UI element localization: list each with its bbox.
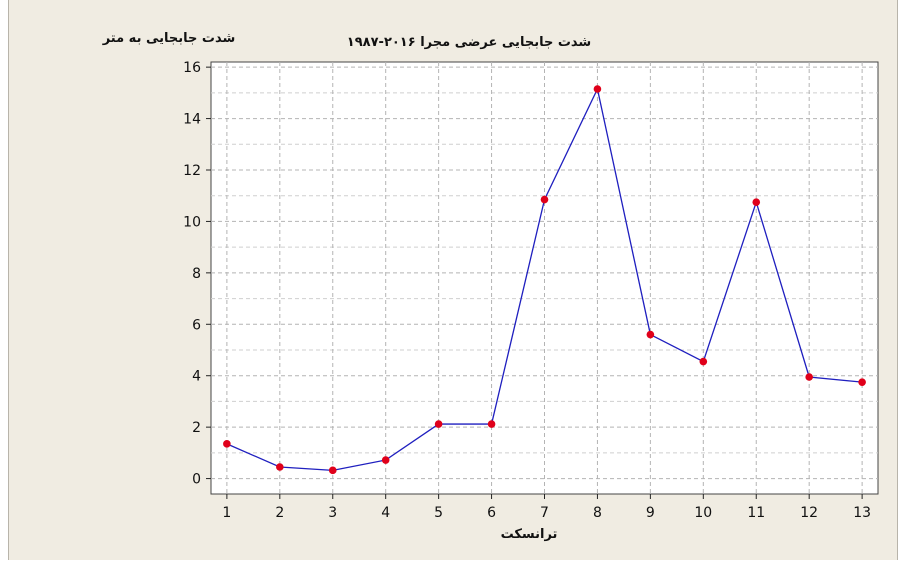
x-tick-label: 6 <box>487 505 496 521</box>
y-tick-label: 4 <box>192 369 201 385</box>
line-chart: شدت جابجایی عرضی مجرا ۲۰۱۶-۱۹۸۷ شدت جابج… <box>102 31 879 542</box>
data-point <box>752 198 761 206</box>
data-point <box>223 440 231 448</box>
x-tick-label: 9 <box>646 505 655 521</box>
chart-title: شدت جابجایی عرضی مجرا ۲۰۱۶-۱۹۸۷ <box>347 35 591 50</box>
x-tick-label: 3 <box>328 505 337 521</box>
y-tick-label: 14 <box>183 112 201 128</box>
x-tick-label: 13 <box>853 505 871 521</box>
y-tick-label: 10 <box>183 214 201 230</box>
data-point <box>487 420 496 428</box>
data-point <box>434 420 443 428</box>
x-tick-label: 10 <box>694 505 712 521</box>
data-point <box>858 378 866 386</box>
x-tick-label: 12 <box>800 505 818 521</box>
x-axis-label: ترانسکت <box>501 527 558 542</box>
x-tick-label: 2 <box>275 505 284 521</box>
data-point <box>381 456 390 464</box>
x-tick-label: 4 <box>381 505 390 521</box>
y-tick-label: 12 <box>183 163 201 179</box>
y-tick-label: 16 <box>183 60 201 76</box>
data-point <box>540 195 549 204</box>
figure-frame: شدت جابجایی عرضی مجرا ۲۰۱۶-۱۹۸۷ شدت جابج… <box>8 0 898 560</box>
y-tick-label: 6 <box>192 317 201 333</box>
data-point <box>646 330 655 339</box>
data-point <box>276 463 284 471</box>
y-tick-label: 0 <box>192 472 201 488</box>
data-point <box>805 373 813 381</box>
x-tick-label: 11 <box>747 505 765 521</box>
x-tick-label: 5 <box>434 505 443 521</box>
data-point <box>328 466 337 475</box>
x-tick-label: 7 <box>540 505 549 521</box>
data-point <box>593 85 602 93</box>
y-tick-label: 2 <box>192 420 201 436</box>
data-point <box>699 357 708 366</box>
y-axis-label: شدت جابجایی به متر <box>102 31 236 46</box>
x-tick-label: 1 <box>222 505 231 521</box>
x-tick-label: 8 <box>593 505 602 521</box>
y-tick-label: 8 <box>192 266 201 282</box>
